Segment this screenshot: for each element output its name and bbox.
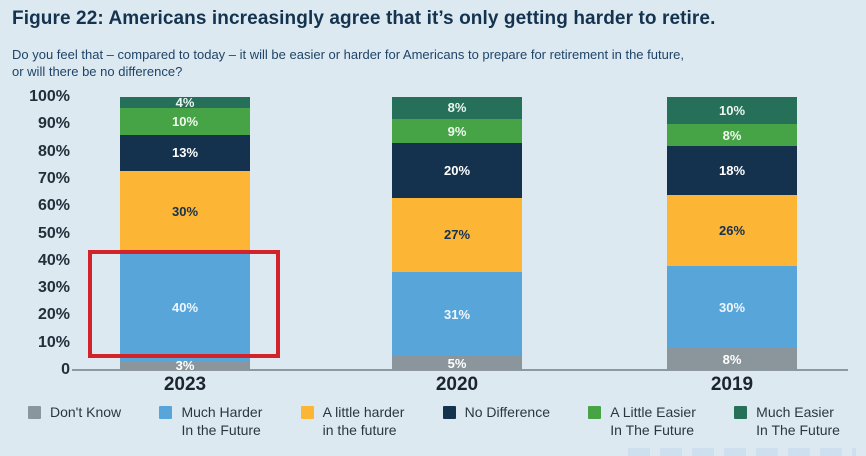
stacked-bar-2020: 5% 31% 27% 20% 9% 8%	[392, 97, 522, 370]
bar-segment: 8%	[392, 97, 522, 119]
segment-value-label: 3%	[175, 358, 195, 374]
figure-subtitle: Do you feel that – compared to today – i…	[12, 47, 685, 79]
segment-value-label: 27%	[443, 227, 471, 243]
bar-segment: 10%	[667, 97, 797, 125]
segment-value-label: 20%	[443, 163, 471, 179]
y-axis-tick-label: 30%	[37, 279, 70, 297]
legend-item: No Difference	[442, 403, 550, 421]
legend-swatch-icon	[442, 406, 456, 419]
figure-title: Figure 22: Americans increasingly agree …	[12, 8, 715, 30]
segment-value-label: 9%	[447, 123, 467, 139]
x-axis-line	[72, 369, 848, 371]
bar-segment: 13%	[120, 135, 250, 171]
stacked-bar-2023: 3% 40% 30% 13% 10% 4%	[120, 95, 250, 374]
bar-segment: 40%	[120, 252, 250, 362]
legend-swatch-icon	[734, 406, 748, 419]
legend-item: Much Easier In The Future	[734, 403, 840, 439]
y-axis-tick-label: 50%	[37, 224, 70, 242]
legend-swatch-icon	[28, 406, 41, 419]
bar-segment: 3%	[120, 358, 250, 374]
x-axis-category-label: 2020	[435, 374, 479, 395]
bar-segment: 5%	[392, 356, 522, 370]
segment-value-label: 10%	[718, 103, 746, 119]
segment-value-label: 40%	[171, 299, 199, 315]
legend-label: Much Easier In The Future	[756, 404, 840, 438]
segment-value-label: 10%	[171, 114, 199, 130]
legend-swatch-icon	[159, 406, 173, 419]
segment-value-label: 13%	[171, 145, 199, 161]
segment-value-label: 8%	[722, 127, 742, 143]
bar-segment: 30%	[120, 170, 250, 253]
segment-value-label: 8%	[722, 351, 742, 367]
segment-value-label: 30%	[718, 299, 746, 315]
legend-label: A Little Easier In The Future	[610, 404, 696, 438]
stacked-bar-2019: 8% 30% 26% 18% 8% 10%	[667, 97, 797, 370]
bar-segment: 9%	[392, 118, 522, 144]
legend-item: Much Harder In the Future	[159, 403, 262, 439]
bar-segment: 31%	[392, 271, 522, 357]
segment-value-label: 8%	[447, 100, 467, 116]
y-axis-tick-label: 70%	[37, 169, 70, 187]
bar-segment: 10%	[120, 107, 250, 136]
segment-value-label: 5%	[447, 355, 467, 371]
legend-item: Don't Know	[28, 403, 121, 421]
y-axis-tick-label: 80%	[37, 142, 70, 160]
y-axis-tick-label: 10%	[37, 333, 70, 351]
legend-item: A little harder in the future	[300, 403, 405, 439]
bar-segment: 20%	[392, 143, 522, 199]
highlight-box	[88, 250, 280, 358]
legend-label: Much Harder In the Future	[181, 404, 263, 438]
chart-legend: Don't Know Much Harder In the Future A lit…	[28, 403, 840, 439]
legend-swatch-icon	[300, 406, 314, 419]
legend-item: A Little Easier In The Future	[588, 403, 696, 439]
y-axis-tick-label: 100%	[29, 88, 70, 105]
bar-segment: 8%	[667, 348, 797, 370]
y-axis-tick-label: 20%	[37, 306, 70, 324]
legend-label: No Difference	[464, 404, 550, 420]
legend-label: A little harder in the future	[322, 404, 405, 438]
segment-value-label: 18%	[718, 163, 746, 179]
x-axis-category-label: 2019	[710, 374, 754, 395]
segment-value-label: 30%	[171, 204, 199, 220]
segment-value-label: 26%	[718, 223, 746, 239]
y-axis-tick-label: 90%	[37, 115, 70, 133]
segment-value-label: 4%	[175, 95, 195, 110]
bar-segment: 27%	[392, 198, 522, 272]
segment-value-label: 31%	[443, 306, 471, 322]
y-axis-tick-label: 0	[61, 361, 70, 378]
cropped-watermark	[628, 448, 856, 456]
legend-swatch-icon	[588, 406, 602, 419]
bar-segment: 4%	[120, 95, 250, 110]
bar-segment: 30%	[667, 266, 797, 349]
y-axis-tick-label: 60%	[37, 197, 70, 215]
legend-label: Don't Know	[50, 404, 122, 420]
figure-title-text: Americans increasingly agree that it’s o…	[103, 8, 716, 29]
bar-segment: 26%	[667, 195, 797, 267]
y-axis-tick-label: 40%	[37, 251, 70, 269]
bar-segment: 18%	[667, 146, 797, 196]
figure-number-label: Figure 22:	[12, 8, 104, 29]
bar-segment: 8%	[667, 124, 797, 147]
x-axis-category-label: 2023	[163, 374, 207, 395]
